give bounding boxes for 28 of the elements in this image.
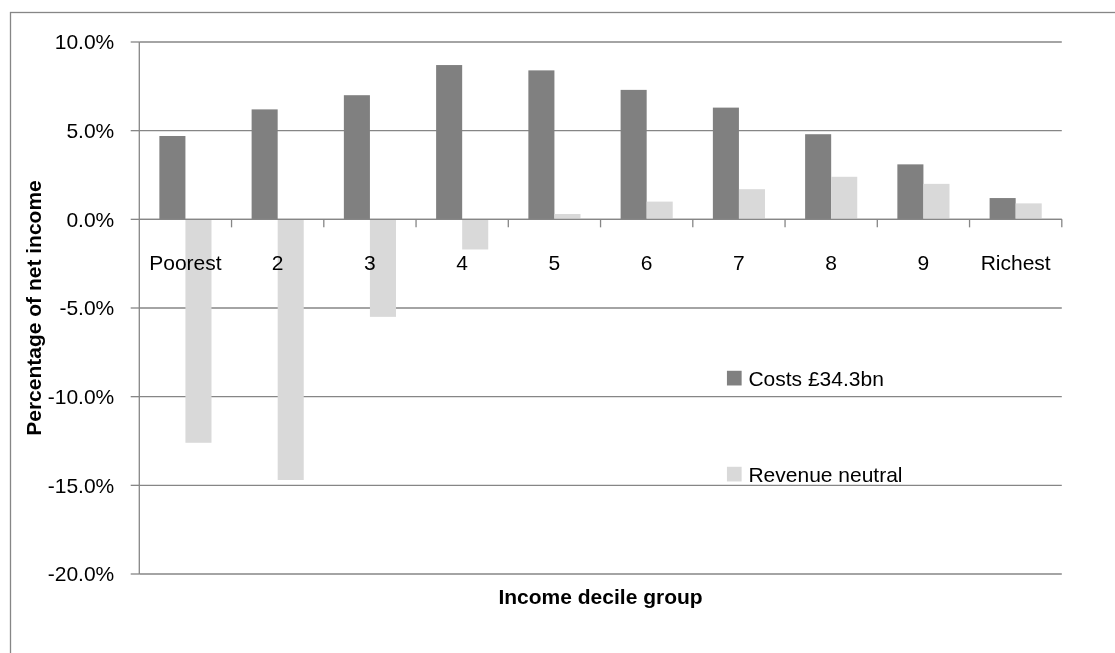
x-tick-label: 2 <box>271 251 284 275</box>
y-tick-label: -10.0% <box>47 385 115 409</box>
y-tick-label: -15.0% <box>47 473 115 497</box>
bar <box>738 189 765 220</box>
x-tick-label: Poorest <box>149 251 222 275</box>
bar <box>831 176 858 220</box>
x-tick-label: 9 <box>917 251 930 275</box>
legend-label: Costs £34.3bn <box>748 366 884 390</box>
y-tick-label: -5.0% <box>59 296 115 320</box>
y-tick-label: 0.0% <box>66 207 115 231</box>
y-tick-label: 5.0% <box>66 119 115 143</box>
bar <box>646 201 673 220</box>
legend-label: Revenue neutral <box>748 462 903 486</box>
bar <box>554 214 581 220</box>
x-tick-label: 6 <box>640 251 653 275</box>
x-tick-label: 5 <box>548 251 561 275</box>
x-axis-title: Income decile group <box>498 585 703 608</box>
x-tick-label: 3 <box>364 251 376 275</box>
y-tick-label: 10.0% <box>54 30 115 54</box>
x-tick-label: 8 <box>825 251 838 275</box>
bar <box>462 219 489 250</box>
y-axis-title: Percentage of net income <box>22 180 46 436</box>
x-tick-label: 4 <box>456 251 469 275</box>
bar <box>923 183 950 220</box>
x-tick-label: 7 <box>733 251 745 275</box>
y-tick-label: -20.0% <box>47 562 115 586</box>
bar <box>1015 203 1042 220</box>
x-tick-label: Richest <box>980 251 1051 275</box>
